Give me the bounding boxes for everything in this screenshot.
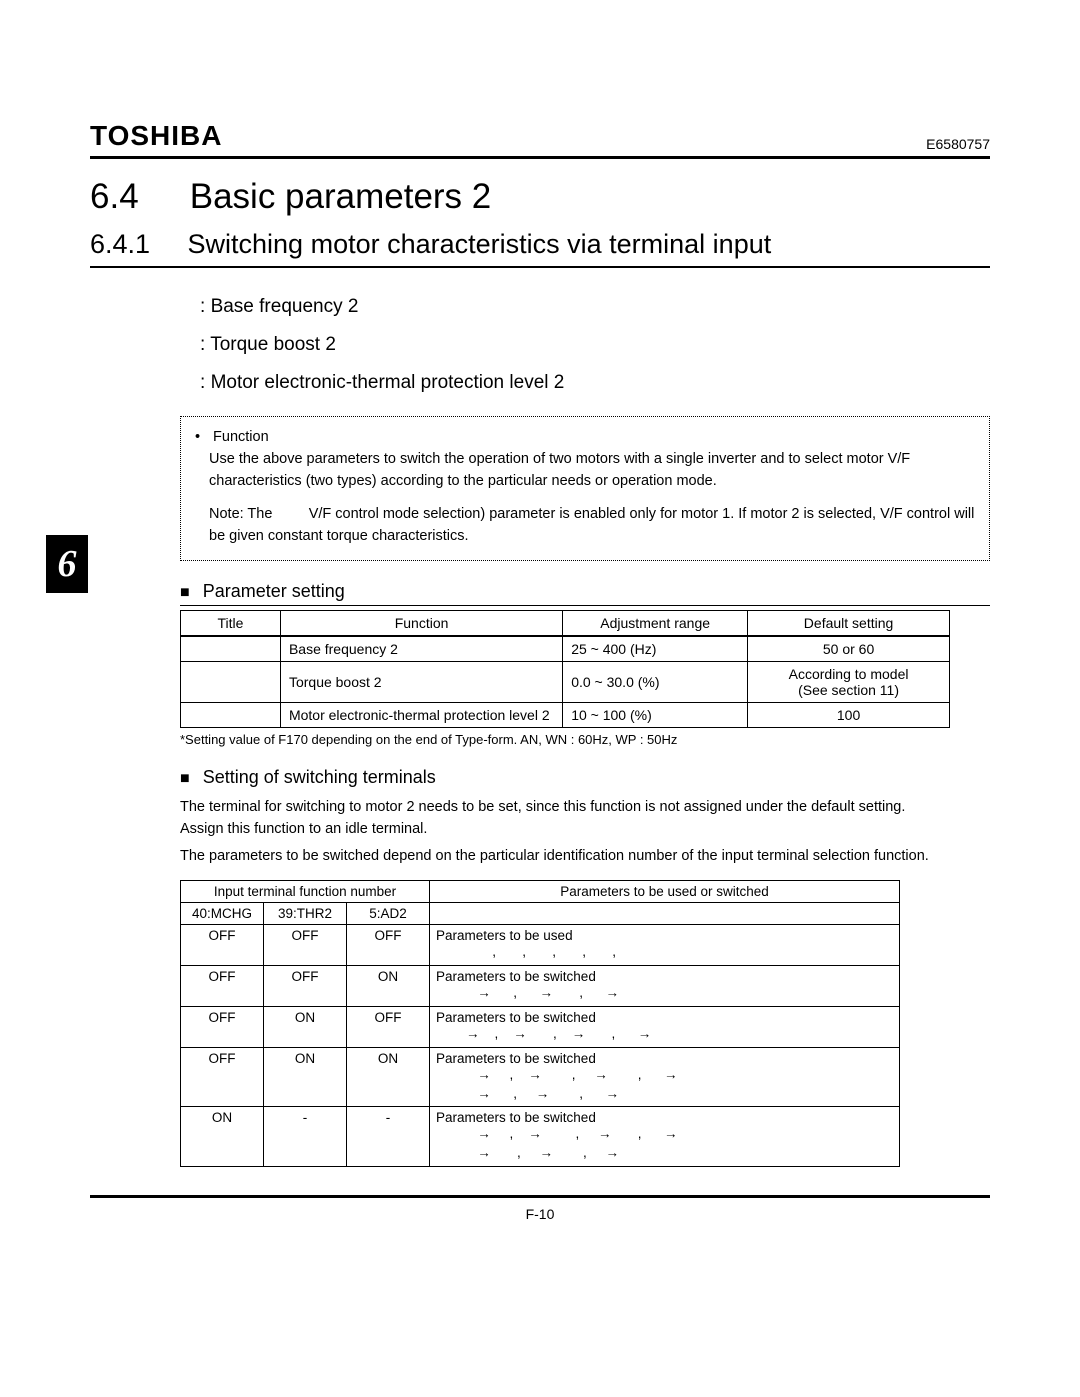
function-box: • Function Use the above parameters to s… xyxy=(180,416,990,561)
block-heading-parameter-setting: ■ Parameter setting xyxy=(180,581,990,606)
section-title-text: Basic parameters 2 xyxy=(190,177,492,216)
page-number: F-10 xyxy=(90,1206,990,1222)
col-thr2: 39:THR2 xyxy=(264,903,347,925)
cell-function: Base frequency 2 xyxy=(280,636,562,662)
col-ad2: 5:AD2 xyxy=(347,903,430,925)
cell-input-state: OFF xyxy=(181,1047,264,1107)
col-group-input: Input terminal function number xyxy=(181,881,430,903)
table-header-row: 40:MCHG 39:THR2 5:AD2 xyxy=(181,903,900,925)
col-default: Default setting xyxy=(748,610,950,636)
table-row: OFFOFFOFFParameters to be used , , , , , xyxy=(181,925,900,966)
section-number: 6.4 xyxy=(90,177,180,217)
section-tab: 6 xyxy=(46,535,88,593)
cell-parameters: Parameters to be switched → , → , → xyxy=(430,965,900,1006)
param-item: Motor electronic-thermal protection leve… xyxy=(200,364,990,402)
table-header-row: Title Function Adjustment range Default … xyxy=(181,610,950,636)
page: 6 TOSHIBA E6580757 6.4 Basic parameters … xyxy=(0,0,1080,1397)
function-label: Function xyxy=(213,427,269,449)
section-title: 6.4 Basic parameters 2 xyxy=(90,177,990,217)
table-row: ON--Parameters to be switched → , → , → … xyxy=(181,1107,900,1167)
cell-parameters: Parameters to be switched → , → , → , → … xyxy=(430,1107,900,1167)
cell-default: According to model (See section 11) xyxy=(748,661,950,702)
bullet-icon: • xyxy=(195,427,209,449)
cell-input-state: ON xyxy=(347,965,430,1006)
cell-title xyxy=(181,661,281,702)
footer-rule xyxy=(90,1195,990,1198)
col-mchg: 40:MCHG xyxy=(181,903,264,925)
cell-input-state: ON xyxy=(181,1107,264,1167)
col-parameters: Parameters to be used or switched xyxy=(430,881,900,903)
cell-input-state: OFF xyxy=(181,1006,264,1047)
cell-input-state: ON xyxy=(264,1047,347,1107)
block-heading-switching-terminals: ■ Setting of switching terminals xyxy=(180,767,990,791)
cell-input-state: OFF xyxy=(264,925,347,966)
param-item: Torque boost 2 xyxy=(200,326,990,364)
table-row: OFFONONParameters to be switched → , → ,… xyxy=(181,1047,900,1107)
cell-input-state: ON xyxy=(347,1047,430,1107)
cell-input-state: OFF xyxy=(347,925,430,966)
cell-title xyxy=(181,702,281,727)
table-row: Motor electronic-thermal protection leve… xyxy=(181,702,950,727)
table-header-row: Input terminal function number Parameter… xyxy=(181,881,900,903)
cell-input-state: - xyxy=(264,1107,347,1167)
switching-table: Input terminal function number Parameter… xyxy=(180,880,900,1167)
note-prefix: Note: The xyxy=(209,506,272,522)
note-body: V/F control mode selection) parameter is… xyxy=(209,506,974,544)
col-title: Title xyxy=(181,610,281,636)
body-paragraph: The terminal for switching to motor 2 ne… xyxy=(180,797,950,841)
cell-input-state: - xyxy=(347,1107,430,1167)
header-row: TOSHIBA E6580757 xyxy=(90,120,990,159)
subsection-number: 6.4.1 xyxy=(90,229,180,260)
cell-parameters: Parameters to be used , , , , , xyxy=(430,925,900,966)
cell-input-state: ON xyxy=(264,1006,347,1047)
block-heading-text: Parameter setting xyxy=(203,581,345,601)
table-row: OFFOFFONParameters to be switched → , → … xyxy=(181,965,900,1006)
block-heading-text: Setting of switching terminals xyxy=(203,767,436,787)
brand-logo: TOSHIBA xyxy=(90,120,223,152)
cell-default: 100 xyxy=(748,702,950,727)
cell-adjustment: 0.0 ~ 30.0 (%) xyxy=(563,661,748,702)
subsection-title: 6.4.1 Switching motor characteristics vi… xyxy=(90,229,990,268)
table-footnote: *Setting value of F170 depending on the … xyxy=(180,732,990,747)
table-row: Base frequency 2 25 ~ 400 (Hz) 50 or 60 xyxy=(181,636,950,662)
cell-input-state: OFF xyxy=(181,965,264,1006)
cell-adjustment: 25 ~ 400 (Hz) xyxy=(563,636,748,662)
square-icon: ■ xyxy=(180,584,190,601)
cell-input-state: OFF xyxy=(264,965,347,1006)
document-number: E6580757 xyxy=(926,136,990,152)
cell-function: Motor electronic-thermal protection leve… xyxy=(280,702,562,727)
cell-input-state: OFF xyxy=(347,1006,430,1047)
table-row: OFFONOFFParameters to be switched→ , → ,… xyxy=(181,1006,900,1047)
cell-function: Torque boost 2 xyxy=(280,661,562,702)
cell-input-state: OFF xyxy=(181,925,264,966)
table-row: Torque boost 2 0.0 ~ 30.0 (%) According … xyxy=(181,661,950,702)
cell-title xyxy=(181,636,281,662)
param-item: Base frequency 2 xyxy=(200,288,990,326)
parameter-table: Title Function Adjustment range Default … xyxy=(180,610,950,728)
body-paragraph: The parameters to be switched depend on … xyxy=(180,846,950,868)
cell-parameters: Parameters to be switched → , → , → , → … xyxy=(430,1047,900,1107)
cell-parameters: Parameters to be switched→ , → , → , → xyxy=(430,1006,900,1047)
cell-default: 50 or 60 xyxy=(748,636,950,662)
cell-adjustment: 10 ~ 100 (%) xyxy=(563,702,748,727)
col-adjustment: Adjustment range xyxy=(563,610,748,636)
function-text: Use the above parameters to switch the o… xyxy=(209,449,975,493)
parameter-list: Base frequency 2 Torque boost 2 Motor el… xyxy=(200,288,990,402)
square-icon: ■ xyxy=(180,770,190,787)
col-function: Function xyxy=(280,610,562,636)
function-note: Note: The V/F control mode selection) pa… xyxy=(209,504,975,548)
subsection-title-text: Switching motor characteristics via term… xyxy=(188,229,772,259)
